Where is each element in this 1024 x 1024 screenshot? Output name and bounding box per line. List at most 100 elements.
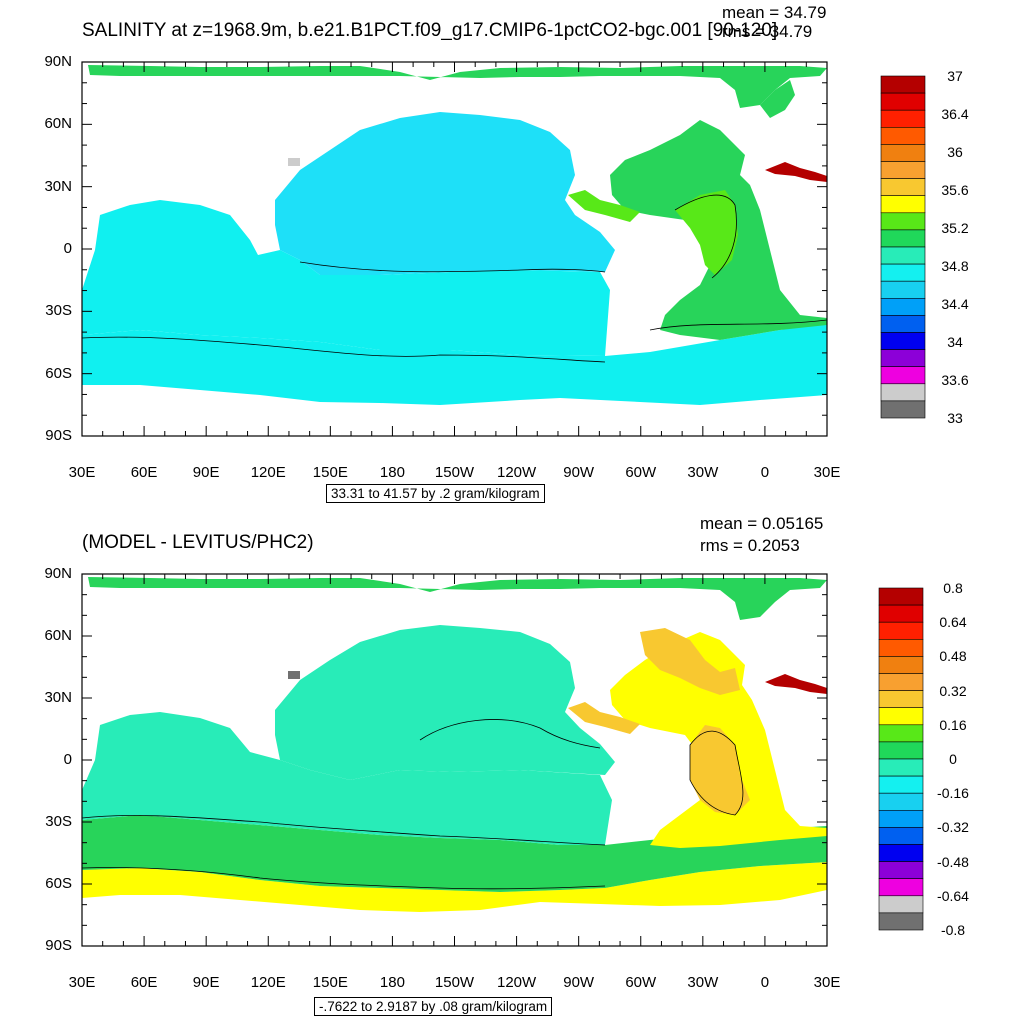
colorbar-swatch — [880, 161, 926, 179]
longitude-label: 90E — [192, 464, 220, 481]
colorbar-label: -0.48 — [937, 853, 969, 870]
colorbar-swatch — [880, 109, 926, 128]
latitude-label: 0 — [63, 751, 72, 768]
top-contour — [674, 194, 737, 279]
longitude-label: 150E — [312, 464, 348, 481]
colorbar-swatch — [880, 178, 926, 197]
latitude-label: 90S — [45, 427, 72, 444]
top-contour — [82, 336, 606, 363]
colorbar-label: 34.8 — [941, 258, 969, 274]
colorbar-swatch — [880, 383, 926, 402]
latitude-label: 30N — [44, 177, 72, 195]
top-range-label: 33.31 to 41.57 by .2 gram/kilogram — [326, 484, 545, 503]
colorbar-label: 35.2 — [941, 220, 969, 236]
longitude-label: 150W — [434, 974, 475, 991]
top-atlantic-core — [675, 190, 738, 275]
colorbar-label: 0.8 — [943, 580, 963, 596]
latitude-label: 60S — [45, 875, 72, 892]
colorbar-label: 0.48 — [939, 648, 967, 665]
colorbar-swatch — [880, 280, 926, 299]
top-nordic-seas — [760, 80, 795, 118]
longitude-label: 120E — [250, 464, 286, 481]
latitude-label: 30S — [45, 813, 72, 830]
colorbar-label: 36 — [947, 144, 963, 160]
longitude-label: 60W — [625, 974, 657, 991]
colorbar-swatch — [880, 246, 926, 265]
colorbar-label: 0.32 — [939, 682, 967, 699]
colorbar-swatch — [880, 297, 926, 316]
longitude-label: 90E — [192, 974, 220, 991]
bottom-arctic-ocean — [88, 577, 827, 620]
latitude-label: 30N — [44, 689, 72, 706]
colorbar-swatch — [878, 656, 924, 674]
bottom-indo-pacific — [82, 712, 612, 845]
longitude-label: 30E — [813, 464, 841, 481]
colorbar-swatch — [880, 332, 926, 350]
colorbar-swatch — [878, 861, 924, 879]
bottom-mediterranean-patch — [765, 674, 827, 694]
colorbar-swatch — [880, 195, 926, 214]
colorbar-swatch — [880, 75, 926, 94]
bottom-range-label: -.7622 to 2.9187 by .08 gram/kilogram — [314, 997, 553, 1016]
colorbar-swatch — [880, 127, 926, 145]
colorbar-swatch — [878, 741, 924, 760]
colorbar-swatch — [880, 144, 926, 162]
colorbar-swatch — [878, 775, 924, 794]
colorbar-swatch — [878, 792, 924, 811]
colorbar-swatch — [878, 878, 924, 897]
colorbar-label: 34.4 — [941, 296, 969, 312]
colorbar-label: 37 — [947, 68, 963, 84]
colorbar-swatch — [878, 621, 924, 640]
colorbar-swatch — [878, 844, 924, 862]
bottom-atlantic-core — [690, 725, 750, 815]
colorbar-swatch — [880, 263, 926, 282]
bottom-mean-label: mean = 0.05165 — [700, 514, 824, 533]
latitude-label: 60S — [45, 364, 72, 382]
top-arctic-ocean — [88, 65, 827, 108]
bottom-north-pacific — [275, 625, 615, 780]
colorbar-swatch — [878, 895, 924, 914]
top-mediterranean-patch — [765, 162, 827, 182]
colorbar-swatch — [878, 673, 924, 691]
colorbar-label: -0.32 — [937, 819, 969, 836]
colorbar-swatch — [880, 400, 926, 419]
colorbar-label: 33.6 — [941, 372, 969, 388]
colorbar-swatch — [878, 707, 924, 726]
colorbar-label: -0.64 — [937, 887, 969, 904]
colorbar-label: 34 — [947, 334, 963, 350]
colorbar-swatch — [880, 349, 926, 368]
longitude-label: 120W — [496, 464, 537, 481]
longitude-label: 30E — [68, 974, 96, 991]
bottom-contour — [82, 867, 606, 890]
longitude-label: 30W — [687, 464, 719, 481]
latitude-label: 30S — [45, 302, 72, 320]
longitude-label: 120W — [496, 974, 537, 991]
top-indian-ocean — [82, 200, 610, 356]
longitude-label: 150E — [312, 974, 348, 991]
bottom-southern-yellow — [82, 862, 827, 912]
latitude-label: 90N — [44, 565, 72, 582]
colorbar-swatch — [878, 758, 924, 777]
top-southern-ocean — [82, 322, 827, 405]
colorbar-label: 33 — [947, 410, 963, 426]
top-pacific-ocean — [275, 112, 615, 275]
colorbar-swatch — [880, 212, 926, 231]
colorbar-label: 0.16 — [939, 716, 967, 733]
colorbar-label: 36.4 — [941, 106, 969, 122]
longitude-label: 150W — [434, 464, 475, 481]
longitude-label: 180 — [379, 974, 405, 991]
longitude-label: 90W — [563, 464, 595, 481]
longitude-label: 60E — [130, 974, 158, 991]
colorbar-swatch — [880, 366, 926, 385]
latitude-label: 90S — [45, 937, 72, 954]
latitude-label: 0 — [63, 240, 72, 257]
latitude-label: 60N — [44, 627, 72, 644]
colorbar-label: 0 — [949, 751, 957, 767]
colorbar-swatch — [878, 912, 924, 931]
colorbar-swatch — [878, 690, 924, 708]
colorbar-label: 0.64 — [939, 614, 967, 631]
top-caribbean-patch — [568, 190, 640, 222]
longitude-label: 0 — [760, 464, 770, 481]
longitude-label: 60W — [625, 464, 657, 481]
bottom-southern-ocean — [82, 815, 827, 892]
